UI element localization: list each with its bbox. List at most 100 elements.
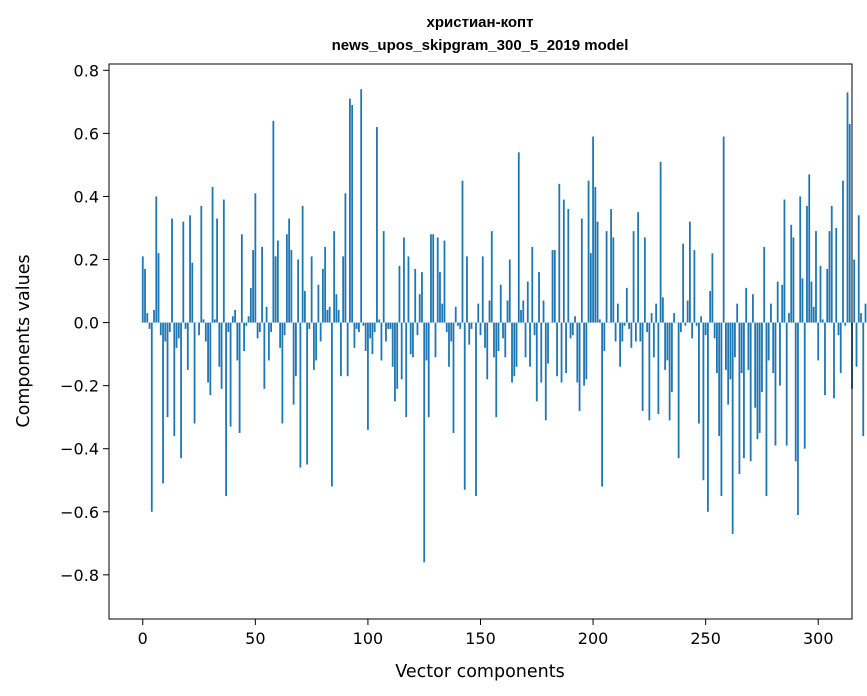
bar: [664, 322, 667, 370]
bar: [544, 322, 547, 421]
bar: [148, 322, 151, 329]
bar: [367, 322, 369, 430]
bar: [207, 322, 209, 383]
bar: [729, 322, 732, 380]
bar: [754, 322, 757, 408]
bar: [450, 322, 453, 342]
bar: [630, 322, 633, 348]
bar: [193, 322, 196, 424]
bar: [648, 322, 651, 421]
x-tick-label: 50: [245, 629, 265, 648]
bar: [562, 199, 565, 323]
bar: [718, 322, 721, 437]
bar: [734, 322, 736, 358]
bar: [200, 205, 203, 323]
bar: [837, 322, 840, 336]
bar: [355, 322, 358, 329]
bar: [391, 322, 394, 367]
bar: [574, 316, 576, 323]
bar: [263, 322, 266, 389]
bar: [538, 272, 540, 323]
bar: [551, 250, 554, 323]
bar: [817, 322, 820, 361]
bar: [150, 322, 153, 512]
bar: [763, 246, 766, 323]
bar: [625, 287, 628, 323]
bar: [842, 180, 844, 323]
bar: [220, 322, 223, 389]
x-tick-label: 250: [690, 629, 721, 648]
bar: [565, 322, 567, 374]
bar: [623, 322, 626, 326]
bar: [371, 322, 374, 355]
bar: [279, 322, 282, 348]
bar: [216, 218, 218, 323]
bar: [770, 303, 772, 323]
bar: [812, 306, 815, 323]
bar: [661, 297, 664, 323]
bar: [508, 259, 511, 323]
bar: [643, 237, 646, 323]
bar: [659, 161, 662, 323]
bar: [306, 322, 309, 465]
bar: [490, 231, 493, 323]
bar: [369, 322, 372, 339]
bar: [324, 246, 327, 323]
bar: [761, 322, 763, 392]
bar: [833, 322, 835, 399]
bar: [740, 322, 743, 374]
bar: [679, 322, 682, 333]
bar: [421, 272, 423, 323]
bar: [409, 322, 412, 355]
chart-subtitle: news_upos_skipgram_300_5_2019 model: [332, 37, 629, 54]
bar: [571, 322, 574, 336]
bar: [756, 322, 759, 440]
bar: [344, 193, 347, 323]
bar: [743, 322, 745, 459]
bar: [297, 259, 300, 323]
bar: [202, 319, 205, 323]
bar: [815, 231, 817, 323]
bar: [614, 322, 617, 342]
bar: [292, 322, 295, 405]
bar: [650, 313, 653, 323]
bar: [601, 322, 603, 487]
bar: [290, 250, 293, 323]
bar: [328, 306, 331, 323]
bar: [155, 196, 158, 323]
bar: [425, 322, 428, 361]
bar: [513, 322, 516, 377]
bar: [583, 322, 585, 386]
bar: [844, 322, 847, 326]
x-tick-label: 200: [578, 629, 609, 648]
y-axis-ticks: −0.8 −0.6 −0.4 −0.2 0.0 0.2 0.4 0.6 0.8: [60, 61, 109, 585]
x-tick-label: 150: [465, 629, 496, 648]
bar: [427, 322, 430, 418]
x-tick-label: 300: [803, 629, 834, 648]
bar: [315, 322, 318, 361]
y-tick-label: 0.8: [74, 61, 99, 80]
bar: [146, 313, 149, 323]
bar: [454, 306, 457, 323]
bar: [443, 240, 446, 323]
bar: [745, 287, 748, 323]
bar: [502, 322, 504, 339]
bar: [848, 123, 851, 323]
bar: [439, 272, 441, 323]
bar: [189, 215, 191, 323]
bar: [308, 322, 311, 329]
bar: [524, 322, 527, 358]
bar: [747, 322, 750, 370]
bar: [695, 322, 698, 326]
bar: [529, 322, 531, 367]
x-tick-label: 0: [138, 629, 148, 648]
bar: [173, 322, 176, 437]
bar: [526, 281, 529, 323]
bar: [860, 313, 862, 323]
bar: [394, 322, 396, 402]
bar: [412, 322, 414, 358]
bar: [353, 322, 356, 348]
bar: [731, 322, 734, 534]
bar: [261, 246, 263, 323]
bar: [380, 322, 383, 361]
